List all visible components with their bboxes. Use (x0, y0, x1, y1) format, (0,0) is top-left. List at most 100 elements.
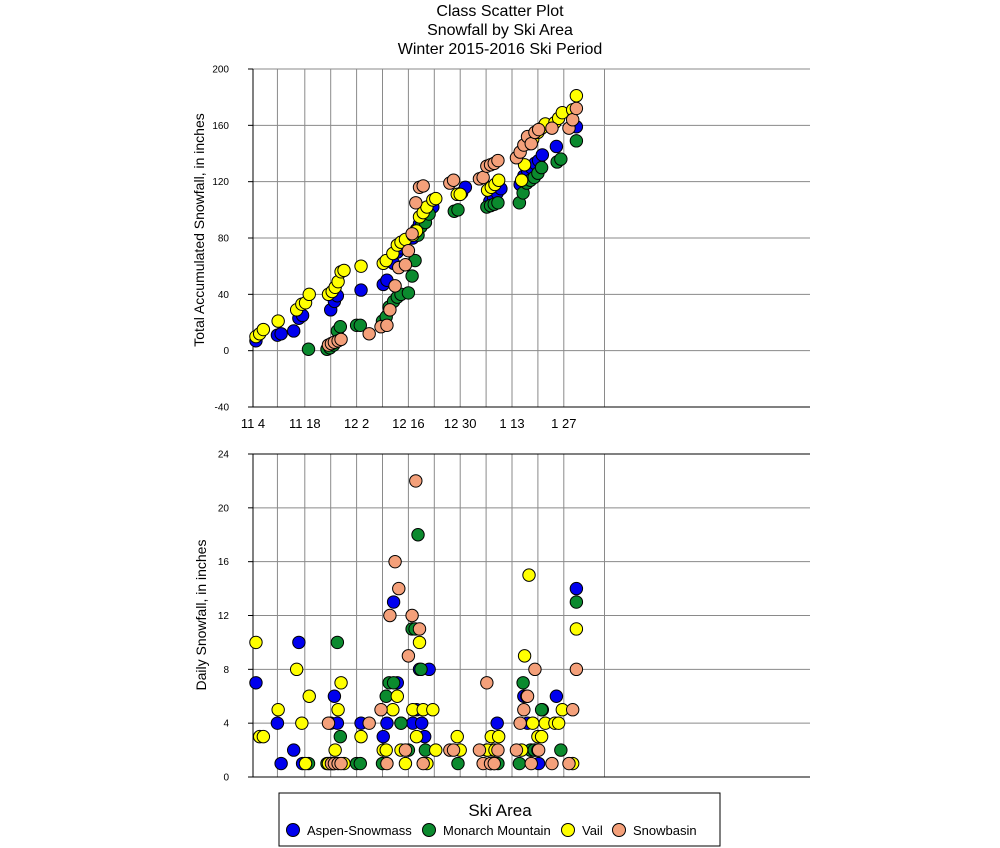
data-point (392, 581, 406, 596)
data-point (256, 729, 271, 744)
data-point (565, 703, 580, 717)
data-point (554, 152, 568, 166)
legend-box (278, 792, 721, 847)
data-point (415, 716, 429, 730)
data-point (386, 676, 401, 690)
legend-label: Monarch Mountain (443, 823, 551, 838)
y-tick-label: 24 (218, 450, 230, 461)
y-tick-label: 0 (223, 346, 229, 357)
data-point (287, 743, 301, 757)
data-point (256, 322, 271, 337)
y-tick-label: 12 (218, 611, 230, 622)
x-tick-label: 1 27 (551, 416, 576, 431)
data-point (535, 148, 550, 162)
data-point (327, 689, 342, 703)
chart-title-line-3: Winter 2015-2016 Ski Period (398, 41, 603, 58)
data-point (298, 756, 313, 771)
data-point (331, 703, 345, 717)
data-point (524, 756, 538, 771)
data-point (565, 113, 580, 127)
x-tick-label: 11 4 (241, 416, 265, 431)
data-point (534, 729, 549, 744)
data-point (416, 179, 430, 193)
data-point (401, 243, 416, 258)
y-tick-label: -40 (215, 403, 230, 414)
data-point (270, 716, 285, 730)
data-point (271, 314, 285, 328)
data-point (289, 662, 304, 677)
data-point (334, 332, 348, 347)
legend-marker (561, 823, 575, 837)
data-point (379, 743, 393, 757)
series-monarch-mountain (301, 134, 584, 356)
y-tick-label: 0 (223, 773, 229, 784)
y-tick-label: 80 (218, 234, 230, 245)
data-point (522, 568, 536, 582)
data-point (383, 303, 397, 317)
data-point (524, 136, 538, 151)
data-point (516, 676, 530, 690)
data-point (531, 743, 546, 757)
data-point (386, 703, 400, 717)
data-point (328, 743, 342, 757)
data-point (534, 160, 549, 175)
data-point (388, 279, 402, 293)
data-point (394, 716, 408, 730)
data-point (451, 203, 465, 217)
x-tick-label: 12 16 (392, 416, 425, 431)
data-point (380, 756, 394, 771)
panel-daily-snowfall: 0 4 8 12 16 20 24 (218, 450, 810, 784)
data-point (429, 191, 443, 206)
data-point (412, 635, 427, 650)
data-point (271, 703, 285, 717)
data-point (450, 729, 464, 744)
data-point (301, 342, 316, 356)
chart-title-line-2: Snowfall by Ski Area (427, 22, 573, 39)
data-point (554, 743, 568, 757)
series-snowbasin (321, 101, 584, 352)
data-point (491, 743, 505, 757)
panel-total-accumulated: -40 0 40 80 120 160 200 11 4 11 18 12 2 12 16 12 30… (212, 65, 810, 431)
data-point (551, 716, 566, 730)
data-point (414, 662, 428, 677)
data-point (549, 139, 564, 154)
x-tick-label: 12 2 (344, 416, 369, 431)
data-point (549, 689, 564, 703)
data-point (409, 729, 424, 744)
data-point (476, 170, 490, 185)
data-point (429, 743, 443, 757)
legend-item: Vail (561, 823, 603, 838)
data-point (545, 756, 559, 771)
data-point (531, 122, 546, 137)
legend-marker (422, 823, 436, 837)
data-point (411, 528, 425, 542)
y-tick-label: 16 (218, 557, 230, 568)
data-point (390, 689, 404, 703)
data-point (569, 595, 584, 609)
data-point (405, 608, 419, 623)
data-point (491, 729, 506, 744)
data-point (453, 187, 467, 202)
data-point (426, 703, 440, 717)
data-point (302, 689, 316, 703)
data-point (472, 743, 487, 757)
data-point (491, 173, 506, 187)
data-point (398, 743, 413, 757)
data-point (487, 756, 501, 771)
legend-item: Aspen-Snowmass (286, 823, 412, 838)
data-point (274, 756, 288, 771)
data-point (249, 676, 263, 690)
data-point (569, 662, 584, 677)
data-point (513, 716, 527, 730)
data-point (401, 649, 416, 663)
data-point (509, 743, 524, 757)
legend-item: Snowbasin (612, 823, 697, 838)
y-tick-label: 8 (223, 665, 229, 676)
data-point (569, 101, 584, 116)
data-point (292, 635, 306, 650)
data-point (353, 318, 367, 333)
y-tick-label: 200 (212, 65, 229, 76)
y-tick-label: 160 (212, 121, 229, 132)
top-y-axis-title: Total Accumulated Snowfall, in inches (191, 113, 207, 346)
